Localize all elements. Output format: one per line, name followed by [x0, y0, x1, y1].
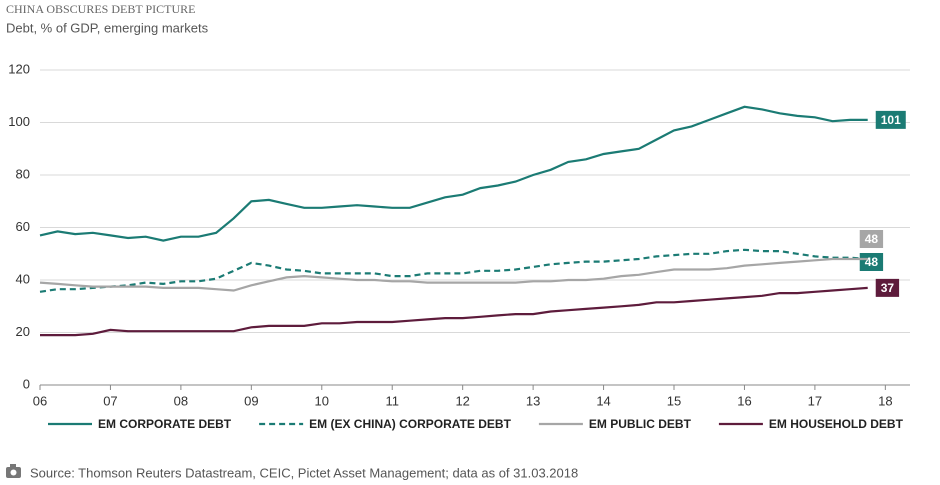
y-tick-label: 20: [16, 324, 30, 339]
y-tick-label: 60: [16, 219, 30, 234]
chart-subtitle: Debt, % of GDP, emerging markets: [6, 20, 209, 35]
end-label-text: 37: [881, 281, 895, 295]
legend: EM CORPORATE DEBT EM (EX CHINA) CORPORATE…: [48, 417, 904, 431]
legend-label: EM CORPORATE DEBT: [98, 417, 232, 431]
x-tick-label: 07: [103, 393, 117, 408]
x-tick-label: 09: [244, 393, 258, 408]
end-label: 101: [875, 110, 906, 129]
y-tick-label: 120: [8, 61, 30, 76]
legend-label: EM HOUSEHOLD DEBT: [769, 417, 904, 431]
end-label-box: [859, 253, 884, 271]
x-tick-label: 17: [808, 393, 822, 408]
x-tick-label: 14: [596, 393, 610, 408]
x-tick-label: 12: [455, 393, 469, 408]
end-label-text: 101: [881, 113, 901, 127]
y-tick-label: 0: [23, 376, 30, 391]
end-label-box: [875, 110, 906, 129]
series-line: [39, 248, 868, 293]
end-label: 48: [859, 253, 884, 271]
x-tick-label: 15: [667, 393, 681, 408]
x-tick-label: 13: [526, 393, 540, 408]
end-label-box: [875, 278, 900, 297]
source-note: Source: Thomson Reuters Datastream, CEIC…: [30, 465, 578, 480]
end-label-text: 48: [865, 255, 879, 269]
chart-title: CHINA OBSCURES DEBT PICTURE: [6, 2, 195, 16]
end-label-text: 48: [865, 232, 879, 246]
x-tick-label: 08: [174, 393, 188, 408]
camera-icon: [6, 464, 21, 478]
legend-label: EM PUBLIC DEBT: [589, 417, 692, 431]
x-tick-label: 11: [385, 393, 399, 408]
y-tick-label: 80: [16, 166, 30, 181]
end-label-box: [859, 230, 884, 248]
y-tick-label: 100: [8, 114, 30, 129]
end-label: 37: [875, 278, 900, 297]
x-tick-label: 10: [315, 393, 329, 408]
x-tick-label: 06: [33, 393, 47, 408]
series-line: [39, 105, 868, 242]
x-tick-label: 16: [737, 393, 751, 408]
y-tick-label: 40: [16, 271, 30, 286]
series-line: [40, 286, 868, 337]
end-label: 48: [859, 230, 884, 248]
x-tick-label: 18: [878, 393, 892, 408]
series-line: [39, 257, 868, 292]
legend-label: EM (EX CHINA) CORPORATE DEBT: [309, 417, 511, 431]
